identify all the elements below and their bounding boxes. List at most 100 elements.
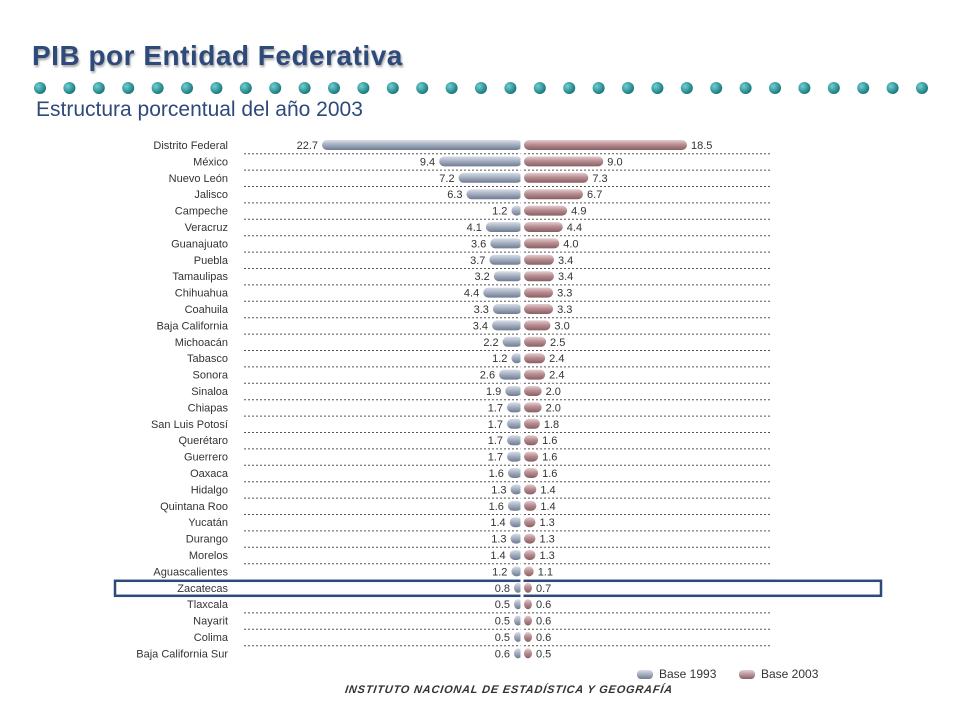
chart-row-jalisco: Jalisco 6.3 6.7 <box>194 189 770 204</box>
bar-base1993 <box>507 451 522 462</box>
value-label-base2003: 4.0 <box>563 238 578 250</box>
legend-item-base2003: Base 2003 <box>739 667 818 681</box>
value-label-base1993: 1.6 <box>489 468 504 480</box>
bar-base1993 <box>492 320 522 331</box>
category-label: Colima <box>194 632 229 644</box>
dot-ornament <box>269 82 282 94</box>
chart-row-colima: Colima 0.5 0.6 <box>194 632 770 647</box>
chart-row-campeche: Campeche 1.2 4.9 <box>175 205 770 220</box>
bar-base2003 <box>524 386 542 396</box>
dot-ornament <box>651 82 664 94</box>
dot-ornament <box>827 82 840 94</box>
bar-base1993 <box>511 566 522 577</box>
value-label-base1993: 1.7 <box>488 402 503 414</box>
value-label-base1993: 3.2 <box>475 271 490 283</box>
value-label-base2003: 1.6 <box>542 452 557 464</box>
value-label-base2003: 1.4 <box>540 484 555 496</box>
bar-base1993 <box>505 386 522 396</box>
chart-row-baja-california: Baja California 3.4 3.0 <box>156 320 770 335</box>
dot-ornament <box>210 82 223 94</box>
legend-item-base1993: Base 1993 <box>637 667 716 681</box>
bar-base1993 <box>499 369 522 380</box>
legend-swatch-base2003 <box>739 669 755 679</box>
value-label-base2003: 1.1 <box>538 566 553 578</box>
chart-row-tamaulipas: Tamaulipas 3.2 3.4 <box>172 271 770 286</box>
chart-subtitle: Estructura porcentual del año 2003 <box>36 98 363 121</box>
category-label: Sinaloa <box>191 386 229 398</box>
chart-row-distrito-federal: Distrito Federal 22.7 18.5 <box>153 140 770 155</box>
bar-base2003 <box>524 632 532 642</box>
value-label-base1993: 0.8 <box>495 583 510 595</box>
bar-base2003 <box>524 238 560 249</box>
category-label: Yucatán <box>188 517 228 529</box>
chart-row-hidalgo: Hidalgo 1.3 1.4 <box>191 484 770 499</box>
value-label-base2003: 0.6 <box>536 632 551 644</box>
value-label-base2003: 1.8 <box>544 419 559 431</box>
chart-row-nayarit: Nayarit 0.5 0.6 <box>193 615 770 630</box>
bar-base2003 <box>524 271 554 282</box>
value-label-base1993: 1.2 <box>492 206 507 218</box>
chart-row-mexico: México 9.4 9.0 <box>193 156 770 171</box>
bar-base1993 <box>493 271 522 282</box>
category-label: Tlaxcala <box>187 599 229 611</box>
category-label: San Luis Potosí <box>151 419 228 431</box>
bar-base2003 <box>524 304 554 314</box>
value-label-base2003: 9.0 <box>607 156 622 168</box>
value-label-base2003: 0.6 <box>536 616 551 628</box>
value-label-base1993: 1.3 <box>491 534 506 546</box>
category-label: Guanajuato <box>171 238 228 250</box>
chart-row-chiapas: Chiapas 1.7 2.0 <box>188 402 770 417</box>
dot-ornament <box>181 82 193 94</box>
chart-row-sinaloa: Sinaloa 1.9 2.0 <box>191 386 770 401</box>
value-label-base1993: 22.7 <box>297 140 318 152</box>
dot-ornament <box>710 82 723 94</box>
value-label-base1993: 3.3 <box>474 304 489 316</box>
value-label-base1993: 1.2 <box>492 353 507 365</box>
value-label-base2003: 1.4 <box>540 501 555 513</box>
bar-base1993 <box>507 435 522 446</box>
value-label-base2003: 2.4 <box>549 353 564 365</box>
value-label-base2003: 4.4 <box>567 222 582 234</box>
value-label-base1993: 9.4 <box>420 156 435 168</box>
value-label-base1993: 1.9 <box>486 386 501 398</box>
value-label-base2003: 0.6 <box>536 599 551 611</box>
bar-base1993 <box>509 517 522 528</box>
chart-row-tabasco: Tabasco 1.2 2.4 <box>187 353 770 368</box>
category-label: Distrito Federal <box>153 140 228 152</box>
chart-row-chihuahua: Chihuahua 4.4 3.3 <box>175 287 770 302</box>
category-label: Quintana Roo <box>160 501 228 513</box>
value-label-base2003: 1.3 <box>539 550 554 562</box>
bar-base2003 <box>524 484 537 495</box>
dot-ornament <box>739 82 752 94</box>
category-label: Durango <box>186 534 228 546</box>
category-label: Nuevo León <box>169 173 228 185</box>
bar-base1993 <box>507 500 522 511</box>
bar-base1993 <box>511 205 522 216</box>
chart-row-yucatan: Yucatán 1.4 1.3 <box>188 517 770 532</box>
bar-base1993 <box>490 238 522 249</box>
bar-base2003 <box>524 599 532 610</box>
chart-row-guerrero: Guerrero 1.7 1.6 <box>184 451 770 466</box>
category-label: Sonora <box>193 370 229 382</box>
value-label-base1993: 1.7 <box>488 452 503 464</box>
category-label: Puebla <box>194 255 229 267</box>
dot-ornament <box>445 82 458 94</box>
value-label-base1993: 3.7 <box>470 255 485 267</box>
dot-ornament <box>475 82 487 94</box>
bar-base1993 <box>322 140 522 150</box>
value-label-base1993: 6.3 <box>447 189 462 201</box>
chart-row-durango: Durango 1.3 1.3 <box>186 533 770 548</box>
category-label: Guerrero <box>184 452 228 464</box>
bar-base2003 <box>524 336 547 347</box>
dot-ornament <box>92 82 105 94</box>
bar-base2003 <box>524 533 536 544</box>
chart-row-oaxaca: Oaxaca 1.6 1.6 <box>190 468 770 483</box>
bar-base2003 <box>524 287 554 298</box>
dot-ornament <box>769 82 781 94</box>
category-label: Zacatecas <box>177 583 228 595</box>
dot-ornament <box>680 82 693 94</box>
bar-base2003 <box>524 418 540 429</box>
chart-row-michoacan: Michoacán 2.2 2.5 <box>175 336 770 351</box>
chart-row-quintana-roo: Quintana Roo 1.6 1.4 <box>160 500 770 515</box>
value-label-base1993: 3.4 <box>473 320 488 332</box>
